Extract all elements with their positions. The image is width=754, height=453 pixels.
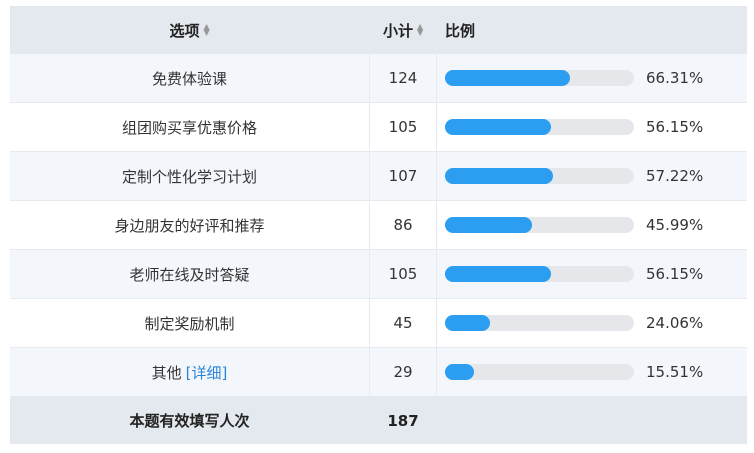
header-ratio: 比例	[437, 6, 747, 54]
count-cell: 105	[370, 250, 437, 298]
option-cell: 免费体验课	[10, 54, 370, 102]
count-cell: 107	[370, 152, 437, 200]
count-cell: 105	[370, 103, 437, 151]
option-cell: 定制个性化学习计划	[10, 152, 370, 200]
percent-value: 15.51%	[646, 363, 704, 381]
progress-bar-fill	[445, 119, 552, 135]
option-cell: 组团购买享优惠价格	[10, 103, 370, 151]
progress-bar	[445, 266, 634, 282]
count-cell: 124	[370, 54, 437, 102]
progress-bar-fill	[445, 315, 491, 331]
table-row: 组团购买享优惠价格 105 56.15%	[10, 103, 747, 152]
detail-link[interactable]: [详细]	[185, 363, 228, 382]
header-option[interactable]: 选项 ▲ ▼	[10, 6, 370, 54]
option-label: 制定奖励机制	[144, 314, 235, 333]
progress-bar-fill	[445, 70, 571, 86]
table-row: 身边朋友的好评和推荐 86 45.99%	[10, 201, 747, 250]
header-option-label: 选项	[169, 21, 200, 40]
progress-bar	[445, 168, 634, 184]
option-cell: 其他 [详细]	[10, 348, 370, 396]
count-cell: 29	[370, 348, 437, 396]
progress-bar	[445, 364, 634, 380]
ratio-cell: 15.51%	[437, 348, 747, 396]
percent-value: 24.06%	[646, 314, 704, 332]
ratio-cell: 57.22%	[437, 152, 747, 200]
footer-label: 本题有效填写人次	[129, 412, 250, 430]
table-row: 制定奖励机制 45 24.06%	[10, 299, 747, 348]
table-row: 定制个性化学习计划 107 57.22%	[10, 152, 747, 201]
header-ratio-label: 比例	[445, 21, 476, 40]
option-label: 身边朋友的好评和推荐	[114, 216, 265, 235]
header-count-label: 小计	[382, 21, 413, 40]
option-label: 老师在线及时答疑	[129, 265, 250, 284]
percent-value: 56.15%	[646, 118, 704, 136]
count-cell: 86	[370, 201, 437, 249]
option-label: 免费体验课	[151, 69, 227, 88]
footer-label-cell: 本题有效填写人次	[10, 397, 370, 444]
progress-bar-fill	[445, 217, 532, 233]
progress-bar-fill	[445, 266, 552, 282]
percent-value: 57.22%	[646, 167, 704, 185]
results-table: 选项 ▲ ▼ 小计 ▲ ▼ 比例 免费体验课 124 66.31% 组团购买享优惠价…	[10, 6, 747, 444]
option-label: 组团购买享优惠价格	[121, 118, 257, 137]
progress-bar-fill	[445, 364, 475, 380]
option-label: 定制个性化学习计划	[121, 167, 257, 186]
ratio-cell: 56.15%	[437, 103, 747, 151]
sort-icon[interactable]: ▲ ▼	[203, 22, 210, 37]
option-cell: 身边朋友的好评和推荐	[10, 201, 370, 249]
header-count[interactable]: 小计 ▲ ▼	[370, 6, 437, 54]
percent-value: 45.99%	[646, 216, 704, 234]
ratio-cell: 24.06%	[437, 299, 747, 347]
progress-bar	[445, 217, 634, 233]
footer-empty	[437, 397, 747, 444]
count-cell: 45	[370, 299, 437, 347]
footer-count: 187	[370, 397, 437, 444]
option-cell: 制定奖励机制	[10, 299, 370, 347]
table-row: 老师在线及时答疑 105 56.15%	[10, 250, 747, 299]
progress-bar	[445, 70, 634, 86]
progress-bar	[445, 119, 634, 135]
percent-value: 56.15%	[646, 265, 704, 283]
ratio-cell: 45.99%	[437, 201, 747, 249]
ratio-cell: 56.15%	[437, 250, 747, 298]
table-row: 免费体验课 124 66.31%	[10, 54, 747, 103]
table-row: 其他 [详细] 29 15.51%	[10, 348, 747, 397]
option-cell: 老师在线及时答疑	[10, 250, 370, 298]
table-header: 选项 ▲ ▼ 小计 ▲ ▼ 比例	[10, 6, 747, 54]
option-label: 其他	[151, 363, 182, 382]
ratio-cell: 66.31%	[437, 54, 747, 102]
progress-bar-fill	[445, 168, 554, 184]
sort-icon[interactable]: ▲ ▼	[417, 22, 424, 37]
progress-bar	[445, 315, 634, 331]
table-footer: 本题有效填写人次 187	[10, 397, 747, 444]
percent-value: 66.31%	[646, 69, 704, 87]
